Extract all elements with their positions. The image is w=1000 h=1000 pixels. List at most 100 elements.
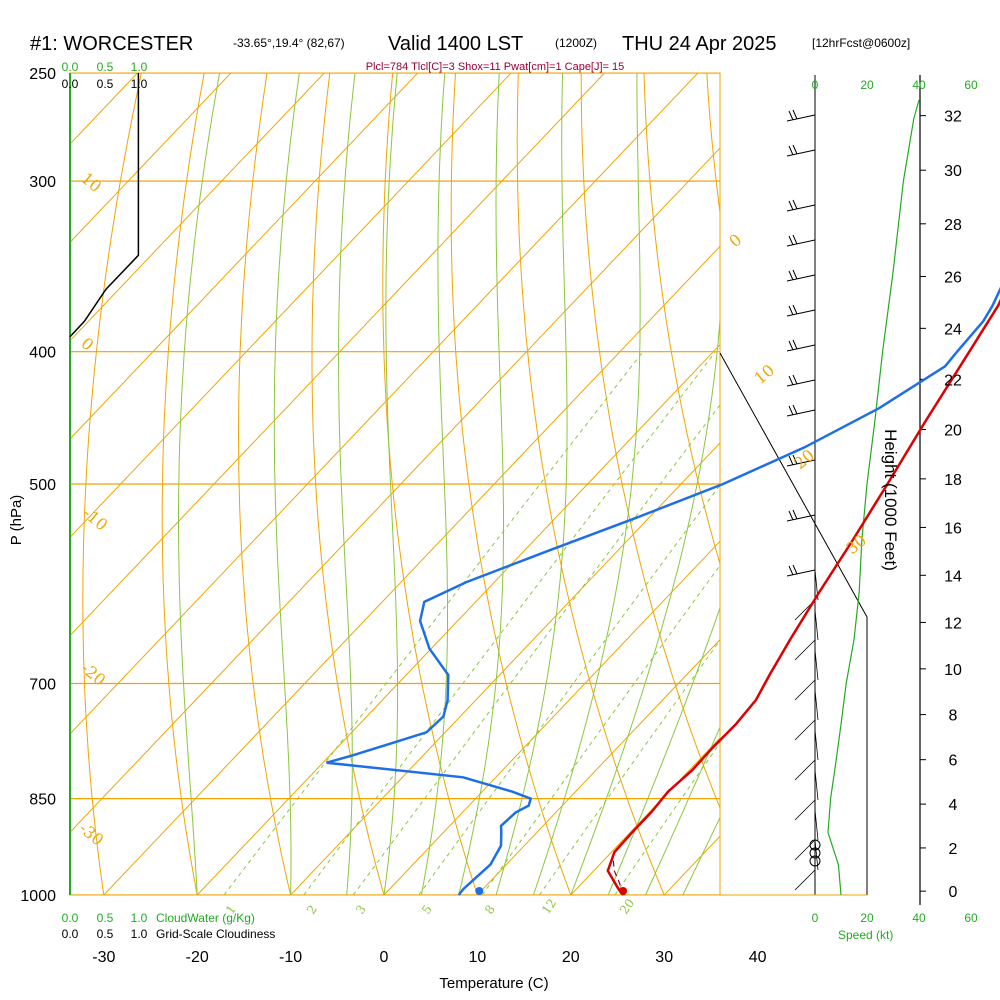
dry-adiabat-line bbox=[956, 61, 1000, 895]
isotherm-line bbox=[289, 442, 720, 895]
mixing-ratio-line bbox=[303, 351, 716, 895]
x-axis-label: Temperature (C) bbox=[439, 975, 548, 992]
wind-barb bbox=[786, 269, 816, 282]
cloud-tick-label: 1.0 bbox=[131, 927, 148, 941]
calm-wind-marker bbox=[809, 839, 821, 851]
wind-barb bbox=[794, 769, 819, 821]
mixing-ratio-label: 8 bbox=[482, 902, 498, 916]
dry-adiabat-line bbox=[450, 73, 572, 895]
pressure-tick-label: 250 bbox=[29, 66, 56, 83]
isotherm-line bbox=[70, 73, 419, 440]
panel-boundary bbox=[719, 352, 868, 618]
isotherm-line bbox=[570, 737, 720, 895]
isotherm-line bbox=[70, 73, 232, 244]
temperature-tick-label: 40 bbox=[749, 949, 767, 966]
cloud-tick-label: 0.0 bbox=[62, 927, 79, 941]
mixing-ratio-line bbox=[223, 351, 644, 895]
surface-dewpoint-point bbox=[475, 887, 484, 895]
mixing-ratio-label: 12 bbox=[539, 896, 559, 917]
height-tick-label: 30 bbox=[944, 163, 962, 180]
wind-barb bbox=[786, 509, 816, 522]
wind-barb bbox=[794, 689, 819, 741]
wind-barb bbox=[794, 729, 819, 781]
wind-barb bbox=[786, 564, 816, 577]
dry-adiabat-line bbox=[643, 73, 720, 566]
speed-tick-label: 0 bbox=[812, 78, 819, 92]
pressure-tick-label: 700 bbox=[29, 677, 56, 694]
dry-adiabat-line bbox=[161, 73, 205, 895]
height-tick-label: 10 bbox=[944, 662, 962, 679]
speed-tick-label: 40 bbox=[912, 78, 926, 92]
isotherm-line bbox=[103, 245, 720, 895]
speed-tick-label: 60 bbox=[964, 911, 978, 925]
speed-tick-label: 20 bbox=[860, 911, 874, 925]
wind-barb bbox=[786, 109, 816, 122]
temperature-tick-label: -30 bbox=[92, 949, 115, 966]
temperature-tick-label: -20 bbox=[186, 949, 209, 966]
mixing-ratio-line bbox=[538, 639, 720, 895]
series-line-temperature bbox=[606, 298, 1000, 896]
mixing-ratio-line bbox=[614, 741, 720, 895]
height-tick-label: 14 bbox=[944, 568, 962, 585]
temperature-tick-label: 20 bbox=[562, 949, 580, 966]
pressure-tick-label: 400 bbox=[29, 345, 56, 362]
valid-time: Valid 1400 LST bbox=[388, 33, 523, 55]
valid-zulu: (1200Z) bbox=[555, 36, 597, 50]
moist-adiabat-line bbox=[570, 313, 720, 895]
pressure-tick-label: 1000 bbox=[20, 888, 56, 905]
isotherm-label: -30 bbox=[75, 819, 107, 850]
y-axis-label: P (hPa) bbox=[8, 495, 25, 546]
station-coords: -33.65°,19.4° (82,67) bbox=[233, 36, 345, 50]
height-tick-label: 28 bbox=[944, 217, 962, 234]
temperature-tick-label: -10 bbox=[279, 949, 302, 966]
wind-barb bbox=[794, 609, 819, 661]
cloud-tick-label: 0.5 bbox=[97, 60, 114, 74]
mixing-ratio-line bbox=[481, 564, 720, 895]
mixing-ratio-label: 5 bbox=[419, 902, 435, 916]
wind-barb bbox=[786, 339, 816, 352]
dry-adiabat-line bbox=[516, 73, 665, 895]
isotherm-line bbox=[196, 343, 720, 895]
cloud-tick-label: 0.0 bbox=[62, 911, 79, 925]
moist-adiabat-line bbox=[607, 606, 720, 895]
height-tick-label: 0 bbox=[949, 884, 958, 901]
height-tick-label: 32 bbox=[944, 109, 962, 126]
cloud-water-label: CloudWater (g/Kg) bbox=[156, 911, 255, 925]
wind-barb bbox=[786, 144, 816, 157]
pressure-tick-label: 500 bbox=[29, 477, 56, 494]
isotherm-line bbox=[824, 49, 1000, 924]
moist-adiabat-line bbox=[645, 725, 720, 895]
sounding-params: Plcl=784 Tlcl[C]=3 Shox=11 Pwat[cm]=1 Ca… bbox=[366, 61, 625, 73]
wind-barb bbox=[786, 404, 816, 417]
moist-adiabat-line bbox=[338, 73, 356, 895]
height-tick-label: 16 bbox=[944, 520, 962, 537]
cloud-tick-label: 0.0 bbox=[62, 60, 79, 74]
cloud-panel bbox=[69, 73, 140, 338]
pressure-tick-label: 850 bbox=[29, 792, 56, 809]
isotherm-line bbox=[70, 73, 606, 637]
moist-adiabat-line bbox=[273, 73, 300, 895]
station-title: #1: WORCESTER bbox=[30, 33, 193, 55]
plot-area bbox=[70, 49, 1000, 924]
pressure-tick-label: 300 bbox=[29, 174, 56, 191]
surface-temperature-point bbox=[619, 887, 628, 895]
height-tick-label: 18 bbox=[944, 472, 962, 489]
wind-barb bbox=[786, 234, 816, 247]
wind-speed-label: Speed (kt) bbox=[838, 928, 893, 942]
height-tick-label: 26 bbox=[944, 270, 962, 287]
isotherm-line bbox=[70, 73, 699, 735]
mixing-ratio-label: 20 bbox=[617, 896, 637, 917]
height-tick-label: 22 bbox=[944, 372, 962, 389]
wind-barb bbox=[786, 374, 816, 387]
isotherm-label: 10 bbox=[750, 360, 778, 388]
speed-tick-label: 40 bbox=[912, 911, 926, 925]
height-tick-label: 2 bbox=[949, 841, 958, 858]
mixing-ratio-label: 3 bbox=[353, 902, 369, 916]
speed-tick-label: 0 bbox=[812, 911, 819, 925]
dry-adiabat-line bbox=[580, 73, 720, 810]
moist-adiabat-line bbox=[532, 73, 641, 895]
mixing-ratio-line bbox=[352, 404, 720, 895]
mixing-ratio-line bbox=[418, 484, 720, 895]
